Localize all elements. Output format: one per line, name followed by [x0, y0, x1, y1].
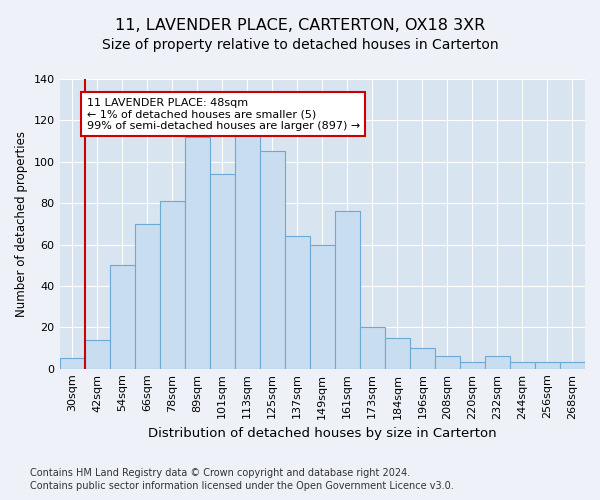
X-axis label: Distribution of detached houses by size in Carterton: Distribution of detached houses by size …: [148, 427, 497, 440]
Text: 11, LAVENDER PLACE, CARTERTON, OX18 3XR: 11, LAVENDER PLACE, CARTERTON, OX18 3XR: [115, 18, 485, 32]
Bar: [335, 212, 360, 368]
Bar: [185, 137, 209, 368]
Bar: [285, 236, 310, 368]
Text: Contains HM Land Registry data © Crown copyright and database right 2024.: Contains HM Land Registry data © Crown c…: [30, 468, 410, 477]
Bar: [460, 362, 485, 368]
Bar: [110, 265, 134, 368]
Bar: [360, 328, 385, 368]
Bar: [260, 152, 285, 368]
Bar: [160, 201, 185, 368]
Bar: [59, 358, 85, 368]
Bar: [235, 130, 260, 368]
Bar: [410, 348, 435, 368]
Bar: [435, 356, 460, 368]
Bar: [510, 362, 535, 368]
Bar: [209, 174, 235, 368]
Y-axis label: Number of detached properties: Number of detached properties: [15, 131, 28, 317]
Bar: [134, 224, 160, 368]
Text: Size of property relative to detached houses in Carterton: Size of property relative to detached ho…: [101, 38, 499, 52]
Bar: [85, 340, 110, 368]
Bar: [385, 338, 410, 368]
Text: 11 LAVENDER PLACE: 48sqm
← 1% of detached houses are smaller (5)
99% of semi-det: 11 LAVENDER PLACE: 48sqm ← 1% of detache…: [86, 98, 360, 131]
Bar: [310, 244, 335, 368]
Bar: [535, 362, 560, 368]
Bar: [485, 356, 510, 368]
Text: Contains public sector information licensed under the Open Government Licence v3: Contains public sector information licen…: [30, 481, 454, 491]
Bar: [560, 362, 585, 368]
